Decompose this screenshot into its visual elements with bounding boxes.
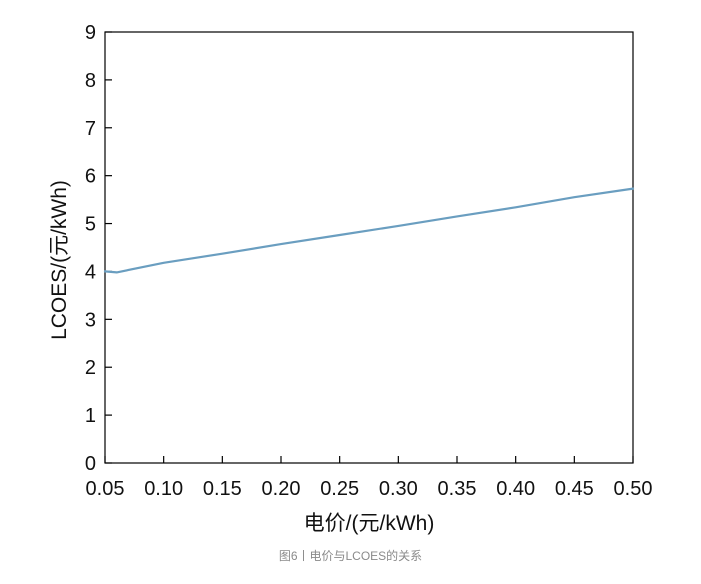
x-axis: 0.05 0.10 0.15 0.20 0.25 0.30 0.35 0.40 0.45 0.50 <box>86 456 653 500</box>
y-tick-label: 9 <box>85 22 96 44</box>
y-tick-label: 0 <box>85 453 96 475</box>
x-axis-title: 电价/(元/kWh) <box>304 512 435 535</box>
figure-caption: 图6丨电价与LCOES的关系 <box>278 549 423 563</box>
y-tick-label: 8 <box>85 70 96 92</box>
x-tick-label: 0.05 <box>86 478 125 500</box>
y-tick-label: 7 <box>85 118 96 140</box>
y-axis-title: LCOES/(元/kWh) <box>48 180 71 340</box>
y-tick-label: 5 <box>85 214 96 236</box>
x-tick-label: 0.30 <box>379 478 418 500</box>
y-tick-label: 2 <box>85 357 96 379</box>
plot-frame <box>104 31 634 464</box>
y-tick-label: 1 <box>85 405 96 427</box>
x-tick-label: 0.10 <box>144 478 183 500</box>
x-tick-label: 0.35 <box>438 478 477 500</box>
x-tick-label: 0.50 <box>614 478 653 500</box>
x-tick-label: 0.40 <box>496 478 535 500</box>
y-tick-label: 3 <box>85 309 96 331</box>
plot-area: 0.05 0.10 0.15 0.20 0.25 0.30 0.35 0.40 0.45 0.50… <box>85 22 653 500</box>
x-tick-label: 0.25 <box>320 478 359 500</box>
x-tick-label: 0.20 <box>262 478 301 500</box>
series-layer <box>103 187 635 274</box>
series-line-0 <box>103 187 635 274</box>
x-tick-label: 0.45 <box>555 478 594 500</box>
y-tick-label: 4 <box>85 261 96 283</box>
x-tick-label: 0.15 <box>203 478 242 500</box>
y-tick-label: 6 <box>85 166 96 188</box>
y-axis: 0 1 2 3 4 5 6 7 8 9 <box>85 22 112 475</box>
